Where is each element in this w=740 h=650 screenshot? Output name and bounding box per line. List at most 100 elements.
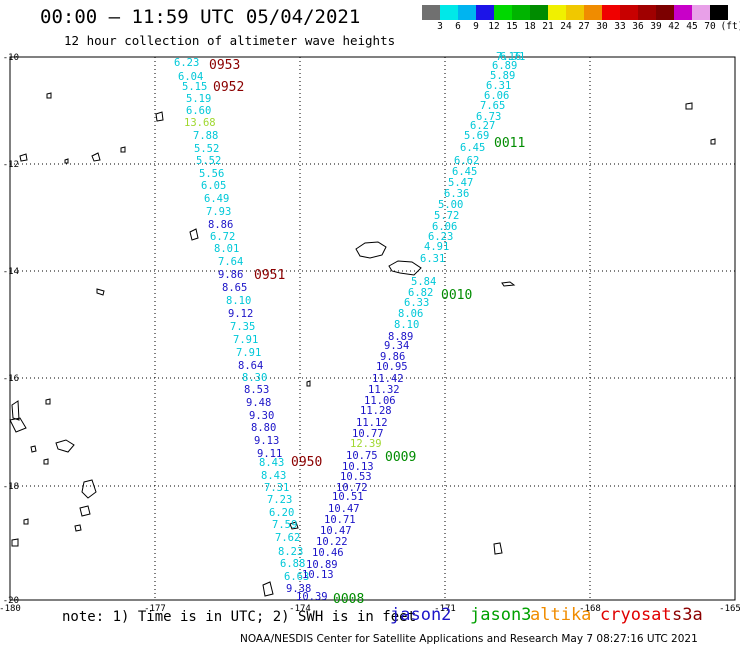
colorbar-label: 21 [542,21,554,32]
swh-value: 10.22 [316,536,348,548]
lon-tick-label: -171 [434,604,456,614]
axis-labels: -180 -177 -174 -171 -168 -165 -10 -12 -14 -16 -18 -… [0,53,740,614]
swh-value: 6.20 [269,507,294,519]
swh-value: 10.95 [376,361,408,373]
swh-value: 10.47 [328,503,360,515]
swh-value: 7.31 [264,482,289,494]
swh-value: 8.06 [398,308,423,320]
colorbar-swatch [692,5,710,20]
colorbar-swatch [638,5,656,20]
swh-value: 8.23 [278,546,303,558]
swh-value: 6.31 [420,253,445,265]
swh-value: 8.43 [261,470,286,482]
swh-value: 10.53 [340,471,372,483]
swh-value: 8.80 [251,422,276,434]
swh-value: 8.53 [244,384,269,396]
swh-value: 6.31 [486,80,511,92]
track-labels: 0953 0952 0951 0950 0011 0010 0009 0008 [209,58,525,607]
swh-value: 5.52 [196,155,221,167]
swh-value: 9.34 [384,340,409,352]
swh-value: 7.91 [233,334,258,346]
swh-value: 10.39 [296,591,328,603]
colorbar-label: 36 [632,21,644,32]
colorbar-swatch [620,5,638,20]
island-outline [355,241,387,259]
swh-value: 6.04 [178,71,203,83]
colorbar-label: 15 [506,21,518,32]
colorbar-swatch [512,5,530,20]
colorbar-label: 27 [578,21,590,32]
colorbar-label: 45 [686,21,698,32]
island-outline [262,581,274,597]
swh-value: 8.65 [222,282,247,294]
swh-value: 10.46 [312,547,344,559]
colorbar-swatch [566,5,584,20]
island-outline [96,288,105,296]
island-outline [11,400,20,421]
swh-value: 11.28 [360,405,392,417]
swh-value: 6.72 [210,231,235,243]
swh-value: 10.47 [320,525,352,537]
swh-value: 6.06 [484,90,509,102]
swh-value: 6.23 [428,231,453,243]
colorbar-swatch [584,5,602,20]
swh-value: 9.86 [218,269,243,281]
colorbar-label: 18 [524,21,536,32]
islands [9,92,716,597]
colorbar-label: 39 [650,21,662,32]
colorbar-label: 3 [437,21,443,32]
swh-value: 5.47 [448,177,473,189]
swh-value: 6.49 [204,193,229,205]
swh-value: 7.91 [236,347,261,359]
swh-value: 12.39 [350,438,382,450]
swh-value: 9.48 [246,397,271,409]
island-outline [46,92,52,99]
swh-value: 6.88 [280,558,305,570]
lat-tick-label: -20 [3,596,19,606]
swh-value: 9.13 [254,435,279,447]
swh-value: 8.89 [388,331,413,343]
swh-value: 6.89 [492,60,517,72]
swh-value: 10.71 [324,514,356,526]
island-outline [501,281,516,287]
island-outline [289,521,299,530]
island-outline [79,505,91,517]
swh-value: 7.35 [230,321,255,333]
swh-value: 10.13 [342,461,374,473]
island-outline [11,538,19,547]
swh-value: 7.62 [275,532,300,544]
swh-value: 9.30 [249,410,274,422]
colorbar-label: 30 [596,21,608,32]
lat-tick-label: -16 [3,374,19,384]
track-id-label: 0953 [209,58,240,73]
track-id-label: 0011 [494,136,525,151]
swh-value: 11.12 [356,417,388,429]
swh-value: 6.71 [500,51,525,63]
swh-value: 8.64 [238,360,263,372]
swh-value: 5.72 [434,210,459,222]
note-text: note: 1) Time is in UTC; 2) SWH is in fe… [62,609,417,625]
swh-value: 6.05 [201,180,226,192]
lat-tick-label: -14 [3,267,19,277]
swh-value: 10.77 [352,428,384,440]
lat-tick-label: -12 [3,160,19,170]
island-outline [30,445,37,453]
map-frame [9,56,736,601]
colorbar-swatch [458,5,476,20]
swh-value: 8.10 [394,319,419,331]
legend-entry-jason2: jason2 [390,605,452,625]
swh-value: 9.38 [286,583,311,595]
lon-tick-label: -174 [289,604,311,614]
island-outline [189,228,199,241]
colorbar [422,5,728,20]
swh-value: 7.88 [193,130,218,142]
island-outline [55,439,75,453]
swh-value: 13.68 [184,117,216,129]
island-outline [19,153,28,162]
colorbar-label: (ft) [720,21,740,32]
swh-value: 8.86 [208,219,233,231]
swh-value: 6.82 [408,287,433,299]
swh-value: 5.56 [199,168,224,180]
colorbar-swatch [548,5,566,20]
